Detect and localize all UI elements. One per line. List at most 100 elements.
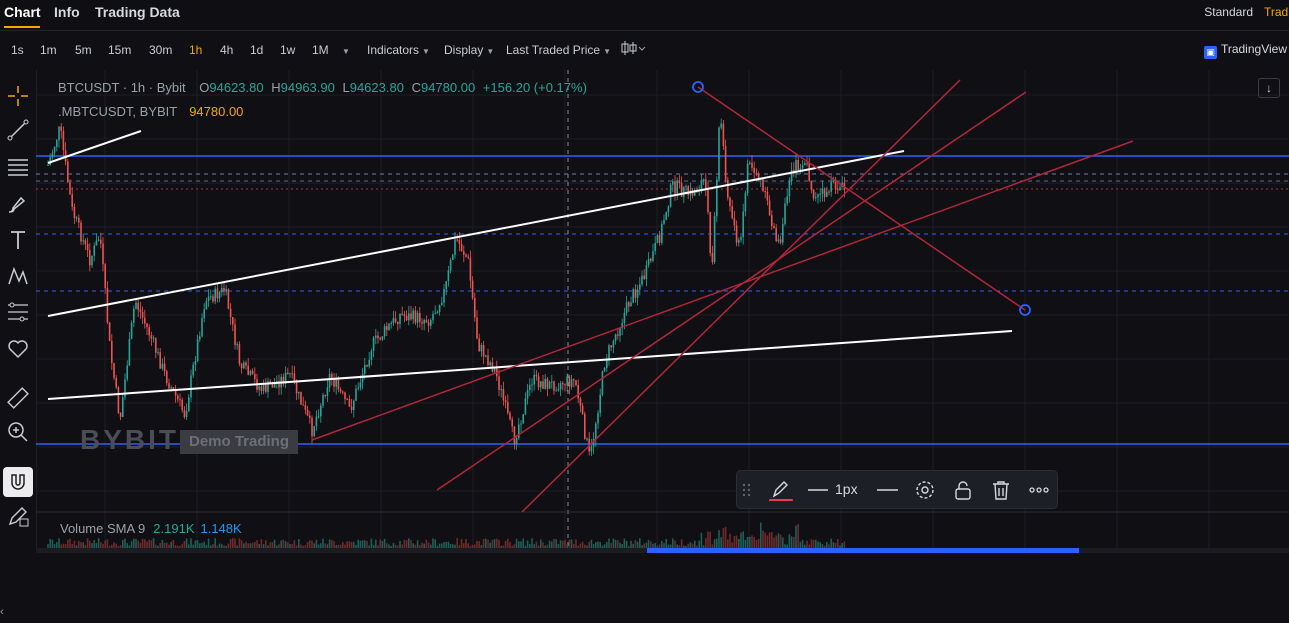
- trend-line-white-upper[interactable]: [47, 150, 905, 317]
- candle-body: [328, 374, 331, 388]
- volume-bar: [86, 538, 89, 548]
- pencil-lock-icon[interactable]: [6, 504, 30, 528]
- candle-body: [115, 377, 117, 388]
- timeframe-1h[interactable]: 1h: [189, 43, 203, 57]
- tradingview-badge[interactable]: ▣ TradingView: [1203, 42, 1287, 59]
- candle-body: [309, 415, 311, 418]
- candle-body: [610, 345, 612, 348]
- volume-bar: [579, 543, 582, 548]
- volume-bar: [353, 541, 355, 548]
- candle-body: [293, 373, 296, 383]
- timeframe-30m[interactable]: 30m: [149, 43, 173, 57]
- line-style-icon[interactable]: [876, 479, 900, 501]
- trash-icon[interactable]: [990, 479, 1012, 501]
- ruler-icon[interactable]: [6, 386, 30, 410]
- scroll-to-latest-button[interactable]: ↓: [1258, 78, 1280, 98]
- candle-body: [733, 218, 736, 226]
- timeframe-more-caret[interactable]: ▼: [339, 43, 350, 57]
- timeframe-1M[interactable]: 1M: [312, 43, 329, 57]
- candle-body: [399, 313, 401, 324]
- volume-bar: [766, 535, 769, 548]
- candle-body: [566, 376, 568, 386]
- display-button[interactable]: Display ▼: [444, 43, 494, 57]
- candle-body: [181, 399, 183, 410]
- trend-anchor-end[interactable]: [1019, 304, 1031, 316]
- volume-bar: [689, 542, 692, 548]
- text-tool-icon[interactable]: [6, 228, 30, 252]
- timeframe-1d[interactable]: 1d: [250, 43, 264, 57]
- timeframe-15m[interactable]: 15m: [108, 43, 132, 57]
- trend-line-red-steeper[interactable]: [521, 79, 961, 513]
- candle-body: [731, 206, 733, 219]
- volume-bar: [456, 538, 458, 548]
- line-color-pencil-icon[interactable]: [768, 479, 794, 501]
- indicators-button[interactable]: Indicators ▼: [367, 43, 430, 57]
- favorite-heart-icon[interactable]: [6, 336, 30, 360]
- candle-body: [170, 387, 172, 389]
- candle-body: [361, 373, 364, 383]
- tab-chart[interactable]: Chart: [4, 4, 41, 20]
- trend-anchor-start[interactable]: [692, 81, 704, 93]
- timeframe-1m[interactable]: 1m: [40, 43, 57, 57]
- candle-body: [524, 398, 527, 415]
- lock-icon[interactable]: [952, 479, 974, 501]
- volume-bar: [394, 544, 397, 548]
- line-width-icon[interactable]: [807, 479, 829, 501]
- volume-bar: [742, 531, 744, 548]
- candle-body: [810, 180, 813, 190]
- drag-handle-icon[interactable]: [741, 479, 753, 501]
- volume-bar: [551, 541, 553, 548]
- candle-body: [551, 381, 553, 383]
- candle-body: [606, 359, 608, 368]
- volume-bar: [148, 539, 150, 548]
- volume-bar: [267, 545, 269, 548]
- volume-bar: [482, 538, 485, 548]
- tab-trading-data[interactable]: Trading Data: [95, 4, 180, 20]
- line-width-label[interactable]: 1px: [835, 481, 858, 497]
- volume-bar: [507, 538, 509, 548]
- volume-bar: [203, 541, 205, 548]
- price-type-select[interactable]: Last Traded Price ▼: [506, 43, 611, 57]
- trend-line-icon[interactable]: [6, 118, 30, 142]
- zoom-in-icon[interactable]: [6, 420, 30, 444]
- volume-bar: [570, 539, 573, 548]
- settings-gear-icon[interactable]: [914, 479, 936, 501]
- more-options-icon[interactable]: [1028, 479, 1050, 501]
- volume-bar: [625, 540, 628, 548]
- timeframe-4h[interactable]: 4h: [220, 43, 234, 57]
- candle-body: [287, 372, 289, 375]
- candle-body: [511, 419, 513, 427]
- timeframe-1w[interactable]: 1w: [280, 43, 296, 57]
- time-scroller-thumb[interactable]: [647, 548, 1079, 553]
- horizontal-lines-icon[interactable]: [6, 154, 30, 178]
- candle-body: [656, 235, 659, 243]
- candle-body: [746, 163, 749, 194]
- trend-line-white-short[interactable]: [47, 130, 142, 164]
- candle-body: [306, 409, 309, 416]
- price-chart[interactable]: [36, 70, 1289, 553]
- view-tradingview-button[interactable]: Trad: [1264, 5, 1289, 19]
- candle-body: [487, 355, 489, 365]
- timeframe-5m[interactable]: 5m: [75, 43, 92, 57]
- volume-bar: [335, 545, 337, 548]
- candle-body: [474, 297, 476, 318]
- crosshair-icon[interactable]: [6, 84, 30, 108]
- timeframe-1s[interactable]: 1s: [11, 43, 24, 57]
- view-standard-button[interactable]: Standard: [1204, 5, 1253, 19]
- collapse-sidebar-button[interactable]: ‹: [0, 606, 4, 618]
- trend-line-red-shallow[interactable]: [311, 140, 1134, 441]
- volume-bar: [276, 545, 278, 548]
- magnet-button[interactable]: [3, 467, 33, 497]
- candle-body: [821, 188, 824, 194]
- volume-bar: [73, 540, 76, 548]
- tab-info[interactable]: Info: [54, 4, 80, 20]
- chart-type-button[interactable]: [620, 39, 646, 60]
- volume-bar: [504, 540, 507, 548]
- fib-tool-icon[interactable]: [6, 300, 30, 324]
- trend-line-red-steep[interactable]: [436, 91, 1027, 491]
- open-value: 94623.80: [209, 80, 264, 95]
- trend-line-red-descending[interactable]: [697, 86, 1026, 311]
- pattern-tool-icon[interactable]: [6, 264, 30, 288]
- brush-icon[interactable]: [6, 192, 30, 216]
- trend-line-white-lower[interactable]: [47, 330, 1013, 400]
